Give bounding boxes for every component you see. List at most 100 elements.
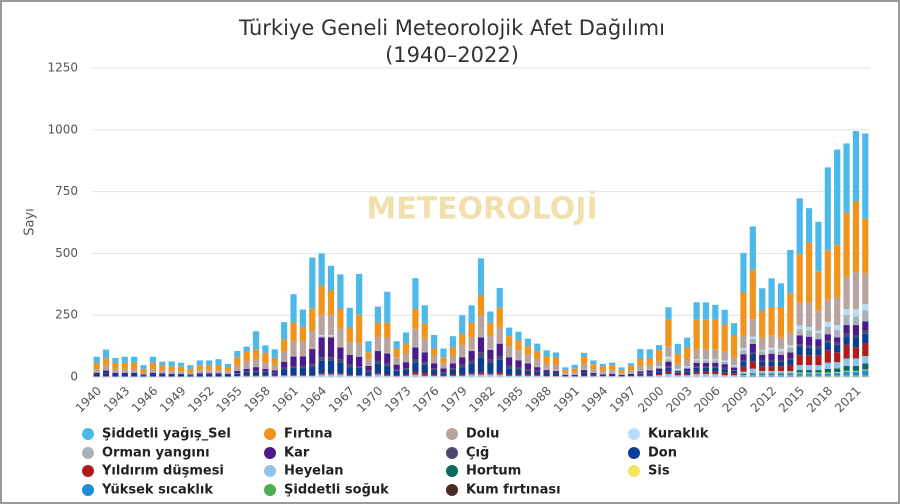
bar-segment xyxy=(449,355,456,364)
bar-segment xyxy=(468,373,475,375)
bar-segment xyxy=(852,375,860,377)
bar-segment xyxy=(862,310,869,322)
bar-segment xyxy=(768,278,775,309)
bar-segment xyxy=(487,311,494,323)
bar-segment xyxy=(252,331,260,350)
bar-segment xyxy=(777,337,785,349)
bar-segment xyxy=(327,357,335,361)
bar-segment xyxy=(693,360,700,363)
bar-segment xyxy=(459,333,466,345)
bar-segment xyxy=(393,364,400,370)
bar-segment xyxy=(356,356,363,367)
bar-segment xyxy=(805,365,813,371)
bar-segment xyxy=(768,350,775,354)
bar-segment xyxy=(834,362,841,369)
bar-segment xyxy=(374,351,381,361)
bar-segment xyxy=(702,366,710,368)
bar-segment xyxy=(440,363,447,369)
bar-segment xyxy=(299,341,306,357)
bar-segment xyxy=(93,356,100,363)
bar-segment xyxy=(721,351,728,361)
bar-segment xyxy=(805,330,813,337)
bar-segment xyxy=(684,375,691,377)
bar-segment xyxy=(749,319,756,337)
bar-segment xyxy=(524,375,531,377)
bar-segment xyxy=(534,374,541,376)
bar-segment xyxy=(459,357,466,365)
bar-segment xyxy=(168,366,175,372)
bar-segment xyxy=(271,373,278,376)
bar-segment xyxy=(843,309,850,316)
bar-segment xyxy=(834,330,841,338)
bar-segment xyxy=(327,265,335,291)
bar-segment xyxy=(815,372,822,374)
y-tick-label: 500 xyxy=(55,246,78,260)
bar-segment xyxy=(730,335,738,358)
bar-segment xyxy=(796,346,803,356)
bar-segment xyxy=(843,143,850,213)
bar-segment xyxy=(468,374,475,377)
bar-segment xyxy=(206,370,213,374)
bar-segment xyxy=(721,361,728,365)
bar-segment xyxy=(374,360,381,364)
bar-segment xyxy=(337,347,344,360)
bar-segment xyxy=(740,360,747,362)
bar-segment xyxy=(759,373,766,375)
bar-segment xyxy=(777,354,785,360)
bar-segment xyxy=(262,362,269,369)
bar-segment xyxy=(862,343,869,356)
legend-label: Fırtına xyxy=(284,427,332,442)
bar-segment xyxy=(815,332,822,340)
bar-segment xyxy=(665,359,672,362)
bar-segment xyxy=(327,336,335,338)
bar-segment xyxy=(712,349,719,360)
bar-segment xyxy=(796,325,803,330)
bar-segment xyxy=(487,349,494,360)
bar-segment xyxy=(581,370,588,373)
bar-segment xyxy=(721,369,728,373)
bar-segment xyxy=(768,371,775,374)
bar-segment xyxy=(787,347,794,353)
bar-segment xyxy=(843,370,850,372)
y-tick-label: 250 xyxy=(55,308,78,322)
bar-segment xyxy=(168,361,175,367)
bar-segment xyxy=(637,370,644,372)
bar-segment xyxy=(496,342,503,344)
bar-segment xyxy=(327,360,335,374)
bar-segment xyxy=(552,364,560,370)
bar-segment xyxy=(805,326,813,331)
bar-segment xyxy=(665,319,672,347)
bar-segment xyxy=(749,368,756,374)
bar-segment xyxy=(712,359,719,361)
bar-segment xyxy=(543,356,550,364)
bar-segment xyxy=(281,322,288,340)
bar-segment xyxy=(862,304,869,311)
legend-label: Şiddetli yağış_Sel xyxy=(102,427,231,442)
bar-segment xyxy=(787,364,794,372)
bar-segment xyxy=(665,371,672,375)
bar-segment xyxy=(768,366,775,372)
bar-segment xyxy=(843,344,850,359)
bar-segment xyxy=(468,351,475,361)
bar-segment xyxy=(187,375,194,377)
bar-segment xyxy=(684,366,691,368)
bar-segment xyxy=(571,368,578,373)
bar-segment xyxy=(768,353,775,360)
bar-segment xyxy=(384,352,391,354)
bar-segment xyxy=(843,358,850,366)
bar-segment xyxy=(449,347,456,356)
bar-segment xyxy=(412,359,419,363)
bar-segment xyxy=(693,374,700,377)
bar-segment xyxy=(702,360,710,363)
bar-segment xyxy=(337,309,344,329)
bar-segment xyxy=(290,366,297,368)
bar-segment xyxy=(665,361,672,367)
bar-segment xyxy=(730,366,738,368)
legend-marker xyxy=(82,465,94,477)
bar-segment xyxy=(740,375,747,377)
bar-segment xyxy=(281,367,288,370)
bar-segment xyxy=(824,321,831,327)
bar-segment xyxy=(393,357,400,365)
chart-subtitle: (1940–2022) xyxy=(385,43,519,67)
